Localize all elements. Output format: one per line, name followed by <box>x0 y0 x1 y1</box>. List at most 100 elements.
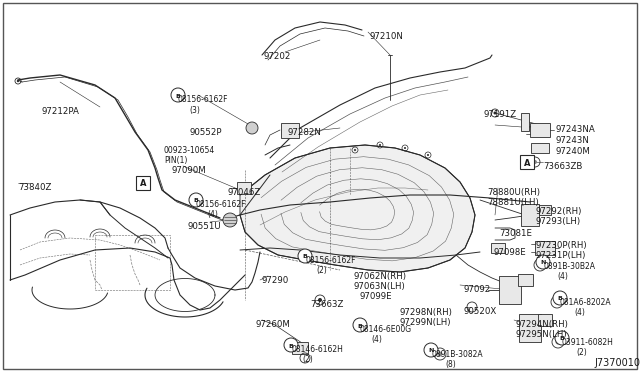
Text: (3): (3) <box>189 106 200 115</box>
Text: 97240M: 97240M <box>555 147 590 156</box>
Text: 97046Z: 97046Z <box>228 188 261 197</box>
Circle shape <box>533 160 537 164</box>
Circle shape <box>171 88 185 102</box>
Circle shape <box>493 112 497 115</box>
Circle shape <box>556 340 561 344</box>
Text: 97062N(RH): 97062N(RH) <box>353 272 406 281</box>
Text: 97231P(LH): 97231P(LH) <box>536 251 586 260</box>
Text: 0891B-30B2A: 0891B-30B2A <box>543 262 595 271</box>
Circle shape <box>353 318 367 332</box>
Text: B: B <box>193 199 198 203</box>
Text: 73663Z: 73663Z <box>310 300 344 309</box>
Circle shape <box>554 299 559 305</box>
Circle shape <box>536 255 550 269</box>
Text: 97243N: 97243N <box>555 136 589 145</box>
Text: 73840Z: 73840Z <box>18 183 51 192</box>
Bar <box>499 276 521 304</box>
Text: 97295N(LH): 97295N(LH) <box>516 330 568 339</box>
Text: 97090M: 97090M <box>172 166 207 175</box>
Text: 08146-6E00G: 08146-6E00G <box>360 325 412 334</box>
Text: 97299N(LH): 97299N(LH) <box>399 318 451 327</box>
Bar <box>518 274 532 286</box>
Text: 97098E: 97098E <box>493 248 525 257</box>
Text: 97294N(RH): 97294N(RH) <box>516 320 569 329</box>
Text: 90551U: 90551U <box>188 222 221 231</box>
Text: (4): (4) <box>574 308 585 317</box>
Bar <box>521 113 529 131</box>
Text: 90520X: 90520X <box>464 307 497 316</box>
Bar <box>535 241 555 255</box>
Text: 97243NA: 97243NA <box>555 125 595 134</box>
Bar <box>539 205 551 215</box>
Text: (8): (8) <box>445 360 456 369</box>
Text: (4): (4) <box>557 272 568 281</box>
Text: (4): (4) <box>371 335 382 344</box>
Circle shape <box>223 213 237 227</box>
Text: A: A <box>140 180 147 189</box>
Bar <box>530 123 550 137</box>
Text: 081A6-8202A: 081A6-8202A <box>560 298 612 307</box>
Text: 97292(RH): 97292(RH) <box>536 207 582 216</box>
Bar <box>292 342 308 354</box>
Bar <box>531 143 549 153</box>
Text: 97191Z: 97191Z <box>483 110 516 119</box>
Bar <box>519 314 541 342</box>
Bar <box>237 182 251 194</box>
Bar <box>491 243 505 253</box>
Text: 97099E: 97099E <box>360 292 392 301</box>
Text: A: A <box>524 158 531 167</box>
Text: B: B <box>559 337 564 341</box>
Text: 97298N(RH): 97298N(RH) <box>399 308 452 317</box>
Text: 08156-6162F: 08156-6162F <box>305 256 355 265</box>
Text: 97210N: 97210N <box>370 32 404 41</box>
Text: 97063N(LH): 97063N(LH) <box>353 282 404 291</box>
Text: 0891B-3082A: 0891B-3082A <box>431 350 483 359</box>
Circle shape <box>553 291 567 305</box>
Text: 78880U(RH): 78880U(RH) <box>487 188 540 197</box>
Text: PIN(1): PIN(1) <box>164 156 188 165</box>
Text: (4): (4) <box>207 210 218 219</box>
Text: 97092: 97092 <box>463 285 490 294</box>
Text: N: N <box>428 349 434 353</box>
Bar <box>520 155 534 169</box>
Text: 90552P: 90552P <box>190 128 223 137</box>
Text: 03911-6082H: 03911-6082H <box>562 338 614 347</box>
Text: 08156-6162F: 08156-6162F <box>196 200 246 209</box>
Text: 78881U(LH): 78881U(LH) <box>487 198 539 207</box>
Circle shape <box>246 122 258 134</box>
Text: N: N <box>540 260 546 266</box>
Bar <box>538 314 552 326</box>
Text: J7370010: J7370010 <box>594 358 640 368</box>
Text: 97212PA: 97212PA <box>42 107 80 116</box>
Text: B: B <box>175 93 180 99</box>
Text: 00923-10654: 00923-10654 <box>164 146 215 155</box>
Text: (2): (2) <box>576 348 587 357</box>
Circle shape <box>379 144 381 146</box>
Text: B: B <box>358 324 362 328</box>
Polygon shape <box>240 145 475 272</box>
Text: 08156-6162F: 08156-6162F <box>178 95 228 104</box>
Circle shape <box>284 338 298 352</box>
Text: (2): (2) <box>316 266 327 275</box>
Bar <box>281 122 299 138</box>
Text: 97230P(RH): 97230P(RH) <box>536 241 588 250</box>
Text: 97293(LH): 97293(LH) <box>536 217 581 226</box>
Text: (2): (2) <box>302 355 313 364</box>
Circle shape <box>298 249 312 263</box>
Circle shape <box>424 343 438 357</box>
Circle shape <box>427 154 429 156</box>
Text: 97282N: 97282N <box>288 128 322 137</box>
Text: 97290: 97290 <box>261 276 288 285</box>
Text: B: B <box>303 254 307 260</box>
Text: 97202: 97202 <box>263 52 291 61</box>
Circle shape <box>318 298 322 302</box>
Circle shape <box>189 193 203 207</box>
Bar <box>521 204 539 226</box>
Text: B: B <box>557 296 563 301</box>
Text: 97260M: 97260M <box>256 320 291 329</box>
Text: 73081E: 73081E <box>499 229 532 238</box>
Text: 73663ZB: 73663ZB <box>543 162 582 171</box>
Text: 08146-6162H: 08146-6162H <box>291 345 343 354</box>
Text: B: B <box>289 343 293 349</box>
Bar <box>136 176 150 190</box>
